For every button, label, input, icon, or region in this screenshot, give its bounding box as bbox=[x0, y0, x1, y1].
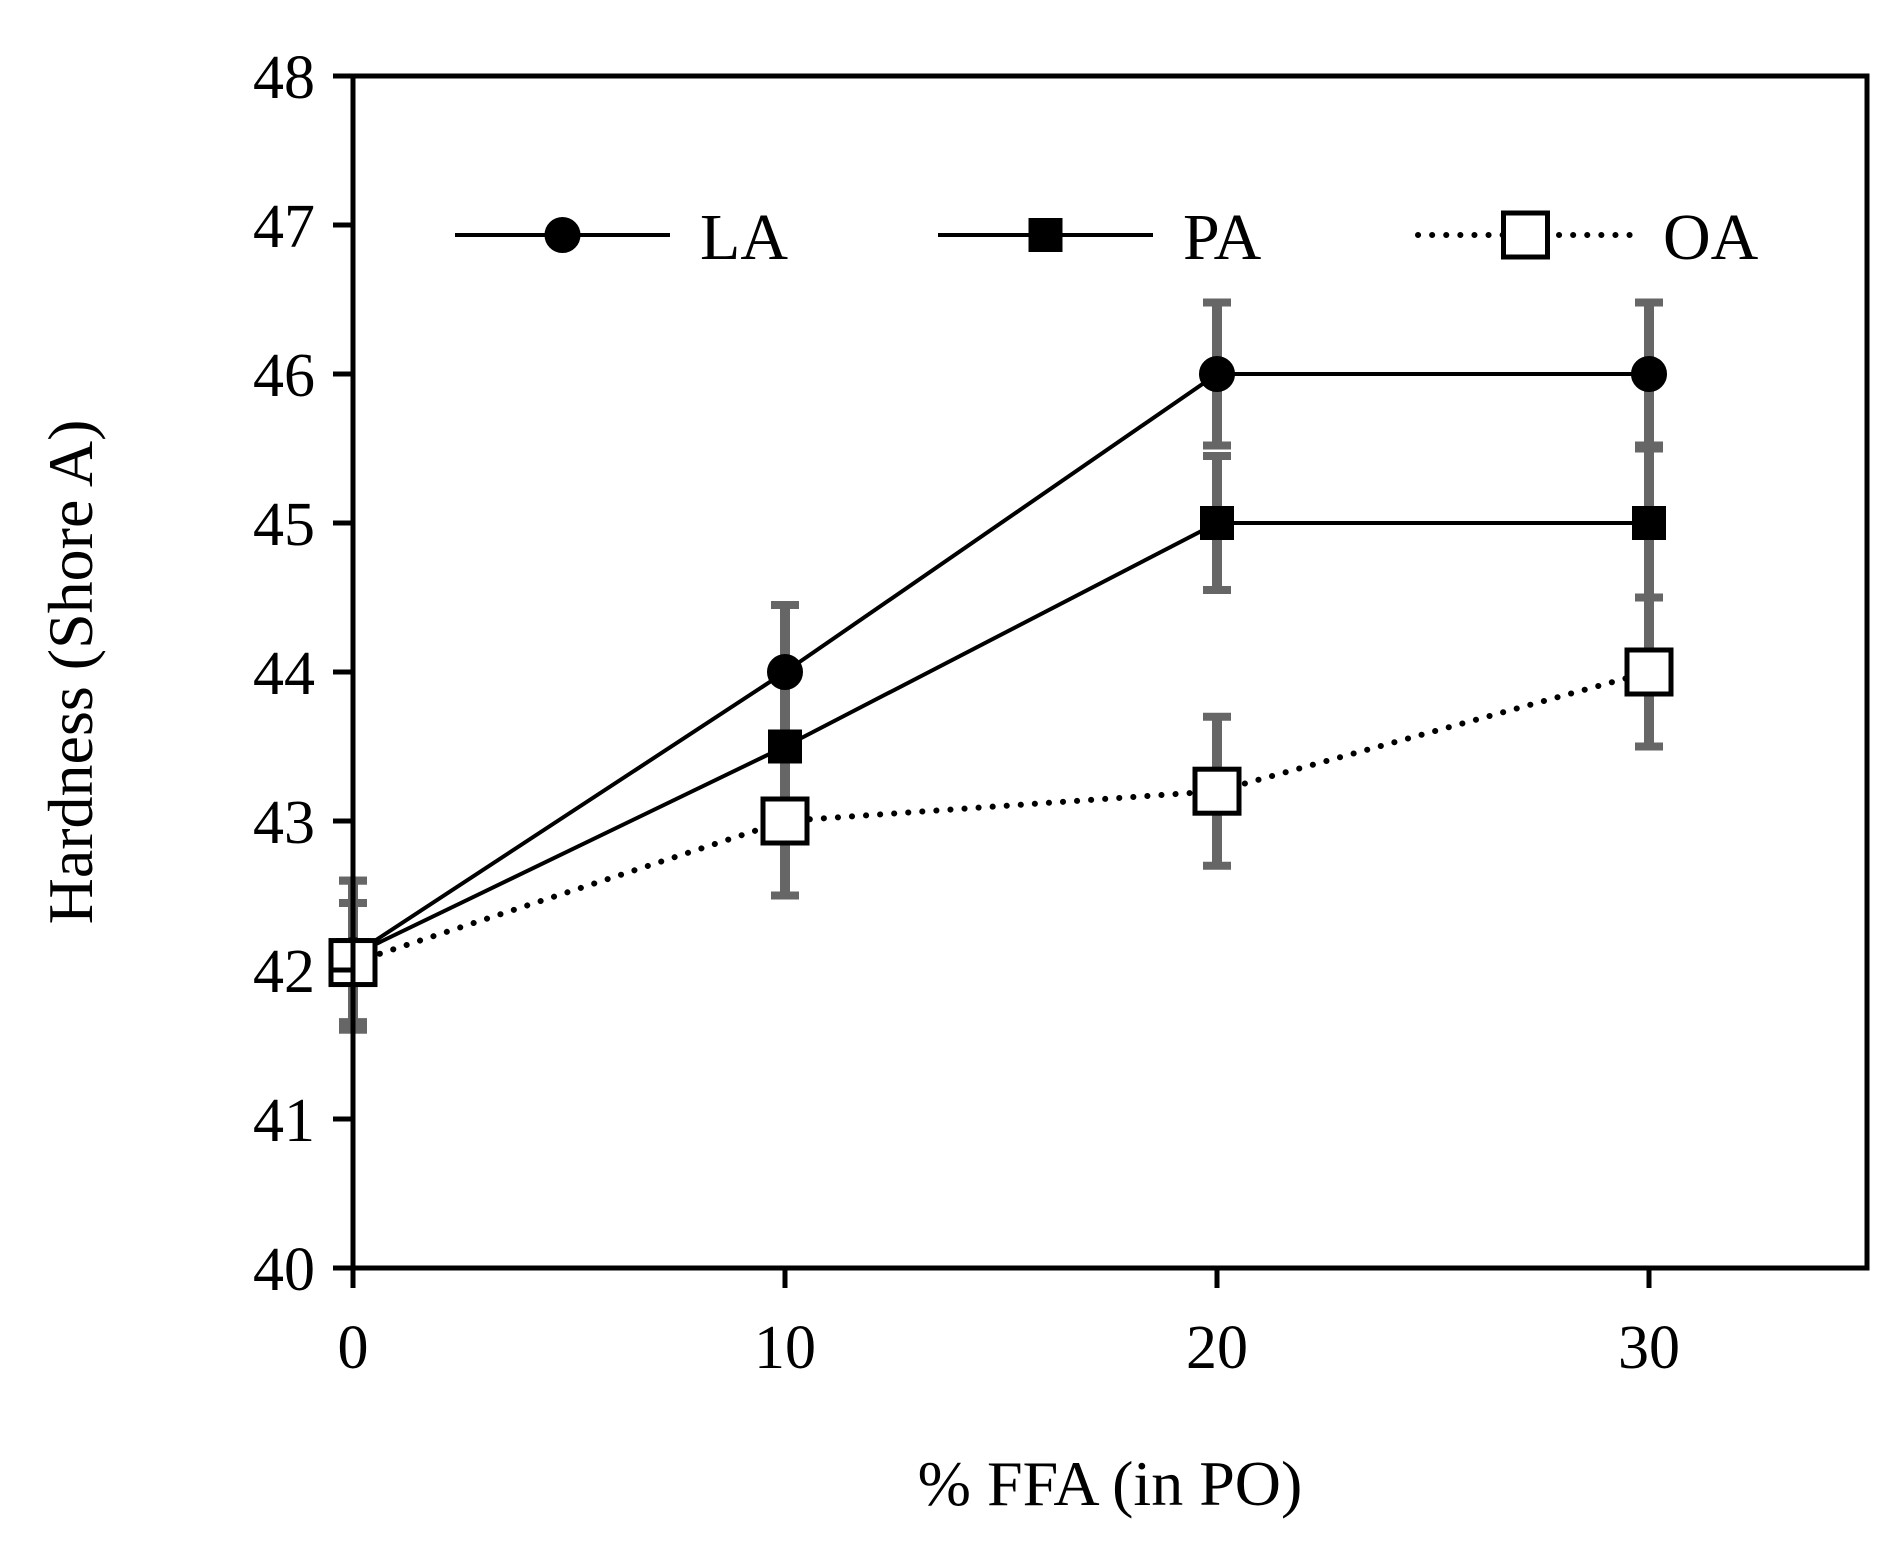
y-axis-title: Hardness (Shore A) bbox=[35, 420, 106, 925]
marker-pa bbox=[1632, 506, 1666, 540]
series-line-oa bbox=[350, 669, 1652, 966]
y-tick-label: 48 bbox=[253, 44, 315, 112]
axis-ticks: 40 41 42 43 44 45 46 47 48 0 10 20 30 bbox=[253, 44, 1680, 1382]
x-tick-label: 20 bbox=[1186, 1314, 1248, 1382]
x-axis-title: % FFA (in PO) bbox=[918, 1448, 1303, 1519]
series-line-pa bbox=[352, 521, 1649, 957]
x-tick-label: 30 bbox=[1618, 1314, 1680, 1382]
y-tick-label: 45 bbox=[253, 491, 315, 559]
y-tick-label: 43 bbox=[253, 789, 315, 857]
series-line-la bbox=[351, 372, 1649, 957]
y-tick-label: 40 bbox=[253, 1236, 315, 1304]
legend-marker-pa bbox=[1028, 218, 1063, 252]
legend-label-la: LA bbox=[700, 201, 788, 274]
y-tick-label: 44 bbox=[253, 640, 315, 708]
x-tick-label: 0 bbox=[338, 1314, 369, 1382]
marker-la bbox=[767, 654, 803, 690]
marker-la bbox=[1199, 356, 1235, 392]
marker-oa bbox=[1624, 647, 1674, 697]
marker-pa bbox=[1200, 506, 1234, 540]
y-tick-label: 47 bbox=[253, 193, 315, 261]
marker-la bbox=[1631, 356, 1667, 392]
marker-oa bbox=[1192, 766, 1242, 816]
x-tick-label: 10 bbox=[754, 1314, 816, 1382]
series-lines bbox=[350, 372, 1652, 966]
y-tick-label: 41 bbox=[253, 1087, 315, 1155]
marker-pa bbox=[768, 729, 802, 764]
y-tick-label: 46 bbox=[253, 342, 315, 410]
legend-marker-oa bbox=[1501, 210, 1550, 260]
legend-label-pa: PA bbox=[1183, 201, 1262, 274]
legend-label-oa: OA bbox=[1663, 201, 1759, 274]
legend-marker-la bbox=[544, 217, 581, 253]
series-markers bbox=[328, 356, 1674, 988]
marker-oa bbox=[760, 796, 810, 846]
legend: LA PA OA bbox=[455, 201, 1759, 274]
y-tick-label: 42 bbox=[253, 938, 315, 1006]
